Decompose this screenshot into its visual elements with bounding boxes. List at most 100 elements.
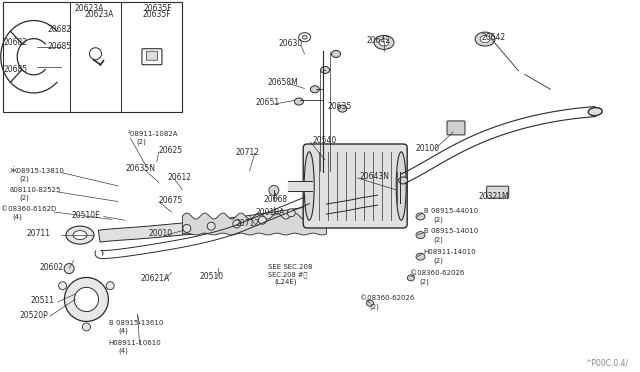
Text: (2): (2) (19, 175, 29, 182)
Text: 20642: 20642 (366, 36, 390, 45)
Circle shape (259, 216, 266, 224)
Text: 20635N: 20635N (125, 164, 156, 173)
Text: 20623A: 20623A (84, 10, 114, 19)
Text: В 08915-13610: В 08915-13610 (109, 320, 163, 326)
Ellipse shape (588, 108, 602, 116)
Text: Н08911-10610: Н08911-10610 (109, 340, 161, 346)
Circle shape (269, 186, 279, 195)
Bar (3, 2, 182, 112)
Ellipse shape (399, 177, 408, 184)
Text: 20510E: 20510E (72, 211, 100, 220)
Ellipse shape (302, 35, 307, 39)
Text: 20635F: 20635F (142, 10, 171, 19)
Text: Н08911-14010: Н08911-14010 (424, 249, 476, 255)
Text: (2): (2) (19, 195, 29, 201)
Ellipse shape (299, 33, 310, 42)
Ellipse shape (379, 39, 389, 46)
Text: 20642: 20642 (481, 33, 506, 42)
Text: 20520P: 20520P (19, 311, 48, 320)
Text: (2): (2) (433, 216, 443, 223)
Text: (4): (4) (13, 214, 22, 221)
Text: 20321M: 20321M (479, 192, 509, 201)
Text: 20602: 20602 (40, 263, 64, 272)
Circle shape (83, 323, 90, 331)
FancyBboxPatch shape (447, 121, 465, 135)
Text: 20685: 20685 (4, 65, 28, 74)
Text: ©08360-62026: ©08360-62026 (410, 270, 464, 276)
Text: (2): (2) (136, 138, 146, 145)
Text: ^P00C.0.4/: ^P00C.0.4/ (586, 358, 628, 367)
Text: SEC.208 #書: SEC.208 #書 (268, 271, 307, 278)
Circle shape (287, 209, 295, 217)
Text: 20635: 20635 (328, 102, 352, 111)
Text: ²08911-1082A: ²08911-1082A (128, 131, 179, 137)
Polygon shape (99, 194, 366, 242)
Ellipse shape (396, 152, 406, 220)
Ellipse shape (416, 253, 425, 260)
Text: (4): (4) (118, 328, 128, 334)
Ellipse shape (310, 86, 319, 93)
Text: ©08360-62026: ©08360-62026 (360, 295, 414, 301)
Text: 20100: 20100 (416, 144, 440, 153)
Ellipse shape (304, 152, 314, 220)
Text: (L24E): (L24E) (274, 279, 296, 285)
FancyBboxPatch shape (303, 144, 407, 228)
Circle shape (65, 278, 108, 321)
Text: 20712: 20712 (236, 148, 260, 157)
Text: ©08360-6162D: ©08360-6162D (1, 206, 56, 212)
Circle shape (64, 264, 74, 273)
Text: (2): (2) (433, 236, 443, 243)
Text: (2): (2) (433, 257, 443, 264)
Ellipse shape (374, 35, 394, 49)
Text: 20685: 20685 (48, 42, 72, 51)
Ellipse shape (338, 105, 347, 112)
Ellipse shape (416, 213, 425, 220)
Circle shape (233, 220, 241, 228)
Text: 20635F: 20635F (144, 4, 173, 13)
Text: 20658M: 20658M (268, 78, 298, 87)
Text: 20623A: 20623A (75, 4, 104, 13)
Ellipse shape (294, 98, 303, 105)
Text: 20625: 20625 (159, 146, 183, 155)
Circle shape (59, 282, 67, 290)
Text: 20540: 20540 (312, 136, 337, 145)
Text: 20010A: 20010A (256, 208, 285, 217)
Text: 20668: 20668 (264, 195, 288, 203)
Ellipse shape (475, 32, 495, 46)
Ellipse shape (73, 231, 87, 240)
Text: 20675: 20675 (159, 196, 183, 205)
Circle shape (183, 224, 191, 232)
Text: 20621A: 20621A (141, 274, 170, 283)
Text: В 08915-14010: В 08915-14010 (424, 228, 478, 234)
Text: (2): (2) (419, 278, 429, 285)
Text: 20630: 20630 (278, 39, 303, 48)
Text: (2): (2) (369, 303, 379, 310)
Ellipse shape (321, 67, 330, 73)
Text: Ӂ08915-13810: Ӂ08915-13810 (10, 167, 65, 174)
Text: 20712: 20712 (236, 219, 260, 228)
Text: ß08110-82525: ß08110-82525 (10, 187, 61, 193)
Text: 20682: 20682 (4, 38, 28, 47)
FancyBboxPatch shape (147, 51, 157, 60)
Ellipse shape (66, 226, 94, 244)
Text: 20511: 20511 (31, 296, 55, 305)
Ellipse shape (408, 275, 414, 281)
Polygon shape (182, 213, 326, 235)
Text: 20643N: 20643N (360, 172, 390, 181)
Ellipse shape (367, 300, 373, 306)
Text: 20711: 20711 (27, 229, 51, 238)
Circle shape (207, 222, 215, 230)
Circle shape (74, 287, 99, 312)
Text: 20682: 20682 (48, 25, 72, 34)
Text: 20010: 20010 (148, 229, 173, 238)
Ellipse shape (480, 36, 490, 42)
FancyBboxPatch shape (486, 186, 509, 198)
Text: SEE SEC.208: SEE SEC.208 (268, 264, 312, 270)
Circle shape (106, 282, 114, 290)
Text: (4): (4) (118, 348, 128, 355)
Text: 20612: 20612 (168, 173, 192, 182)
Ellipse shape (416, 232, 425, 238)
Text: В 08915-44010: В 08915-44010 (424, 208, 478, 214)
Text: 20651: 20651 (256, 98, 280, 107)
Ellipse shape (332, 51, 340, 57)
